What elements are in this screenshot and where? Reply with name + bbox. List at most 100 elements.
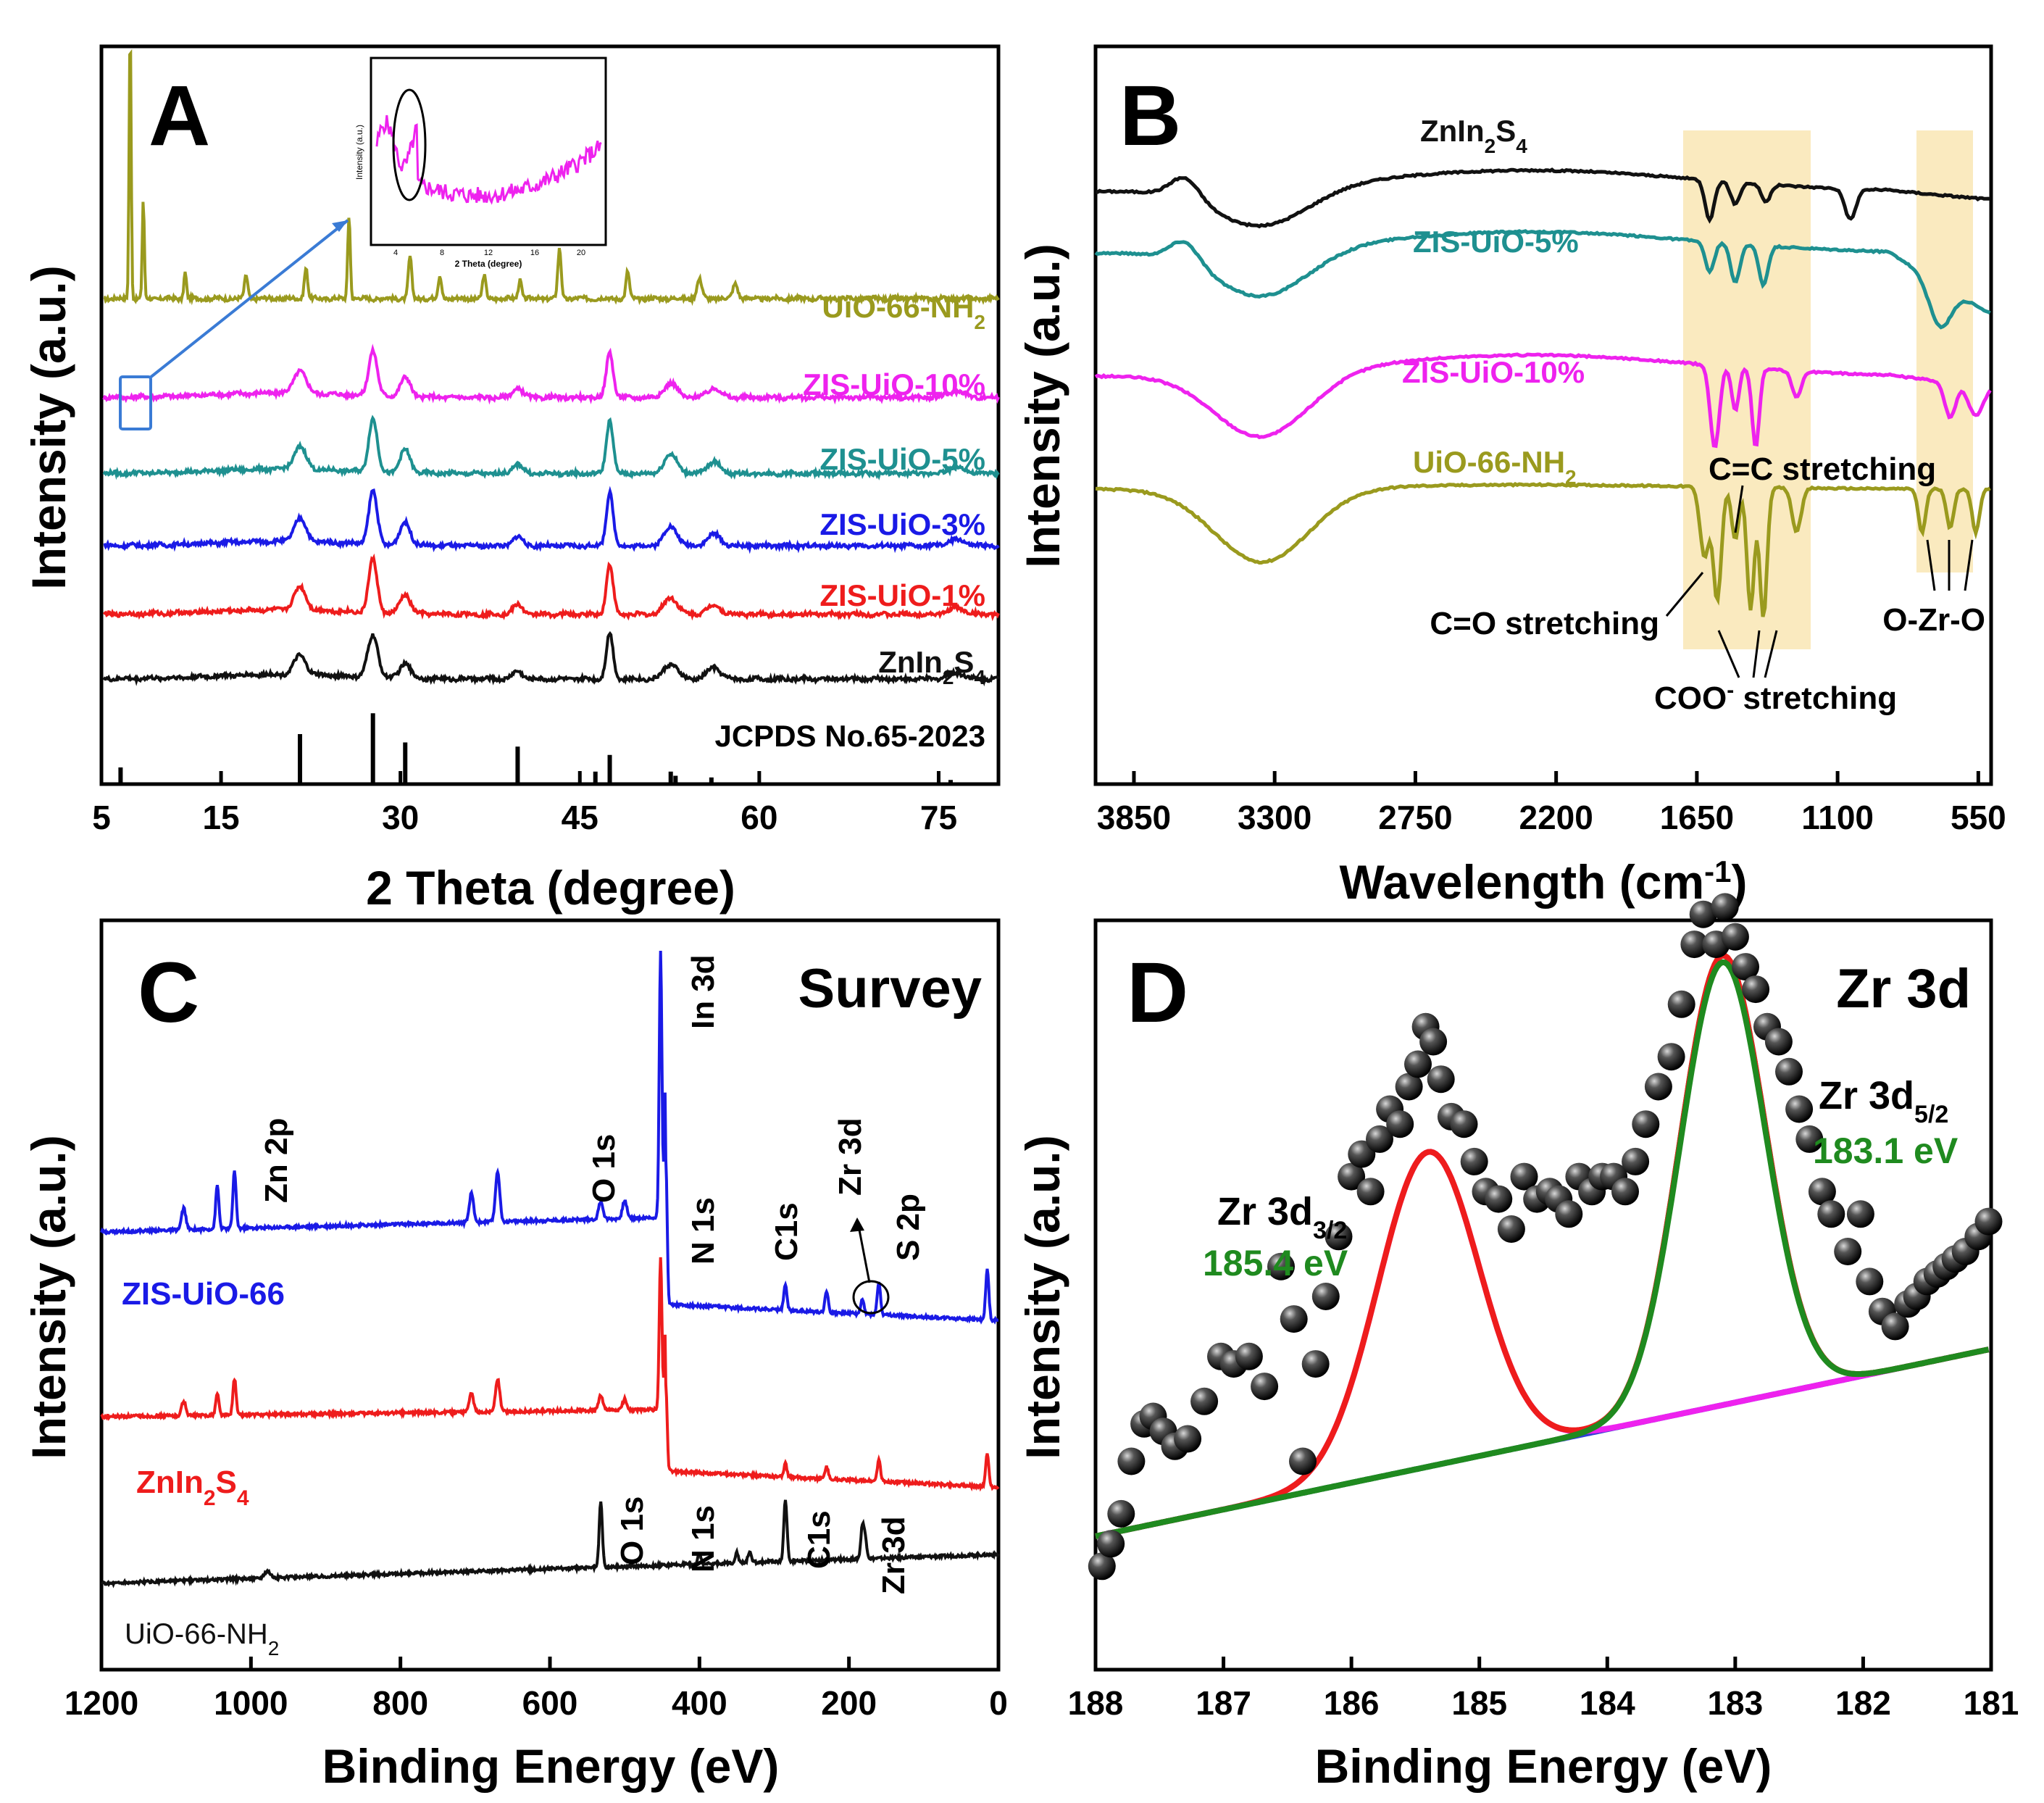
peak-label-s2p: S 2p — [890, 1194, 926, 1261]
annotation-o-zr-o: O-Zr-O — [1882, 602, 1985, 638]
annotation-cc-leader — [1734, 485, 1744, 533]
xps-survey-series-0 — [100, 950, 999, 1325]
xrd-series-1 — [102, 343, 1000, 405]
panel-c-x-label: Binding Energy (eV) — [322, 1739, 780, 1793]
inset-xtick-12: 12 — [484, 249, 493, 257]
panel-d-fit-curves — [1095, 952, 1990, 1539]
panel-a-series-group — [102, 49, 1000, 687]
panel-b-y-label: Intensity (a.u.) — [1016, 243, 1069, 567]
xrd-series-5 — [102, 630, 1000, 687]
peak-value-183-1: 183.1 eV — [1813, 1130, 1959, 1171]
data-point — [1657, 1043, 1685, 1071]
annotation-co-stretching: C=O stretching — [1430, 606, 1659, 641]
annotation-ozro-leader-3 — [1964, 539, 1974, 591]
data-point — [1689, 900, 1717, 928]
panel-a-x-tick-label-15: 15 — [202, 799, 239, 836]
xrd-series-4 — [102, 553, 1000, 622]
panel-b-x-label-end: ) — [1732, 855, 1748, 909]
panel-a-y-label: Intensity (a.u.) — [22, 265, 75, 589]
label-znin2s4-b-p2: S — [1496, 114, 1516, 148]
panel-c-y-label: Intensity (a.u.) — [22, 1135, 75, 1459]
annotation-coo-leader-2 — [1752, 630, 1761, 678]
panel-b-series-group — [1094, 167, 1992, 617]
panel-c-series-group — [100, 950, 1000, 1588]
annotation-co-leader — [1665, 572, 1704, 617]
panel-a: 5 15 30 45 60 75 A Intensity (a.u.) 2 Theta (… — [22, 44, 1001, 915]
label-uio-66-nh2-b: UiO-66-NH2 — [1413, 445, 1577, 488]
panel-d-x-tick-label-185: 185 — [1451, 1684, 1507, 1722]
label-znin2s4-a-p1: ZnIn — [878, 645, 943, 679]
xps-survey-series-1 — [100, 1257, 1000, 1492]
label-znin2s4-b-s2: 4 — [1516, 135, 1527, 157]
data-point — [1450, 1110, 1478, 1138]
panel-d-y-label: Intensity (a.u.) — [1016, 1135, 1069, 1459]
label-uio-66-nh2-a-main: UiO-66-NH — [822, 290, 974, 324]
panel-c-x-tick-label-1200: 1200 — [64, 1684, 138, 1722]
panel-d-x-tick-label-182: 182 — [1835, 1684, 1891, 1722]
zr3d-arrow-head — [850, 1217, 864, 1232]
panel-a-x-label: 2 Theta (degree) — [366, 861, 735, 915]
label-zis-uio-10-b: ZIS-UiO-10% — [1402, 355, 1585, 389]
data-point — [1427, 1065, 1455, 1094]
data-point — [1289, 1447, 1317, 1475]
data-point — [1174, 1425, 1202, 1453]
panel-a-x-tick-label-30: 30 — [382, 799, 419, 836]
data-point — [1386, 1110, 1414, 1138]
peak-label-c1s-top: C1s — [769, 1202, 804, 1261]
data-point — [1817, 1200, 1845, 1228]
data-point — [1301, 1350, 1330, 1378]
inset-highlight-ellipse — [392, 88, 427, 201]
data-point — [1808, 1178, 1836, 1206]
peak-label-o1s-bottom: O 1s — [614, 1496, 650, 1565]
label-zis-uio-3-a: ZIS-UiO-3% — [819, 507, 985, 541]
panel-d-x-tick-label-184: 184 — [1580, 1684, 1635, 1722]
peak-label-zr3d-top: Zr 3d — [833, 1117, 868, 1196]
zr3d-arrow — [857, 1225, 871, 1283]
peak-label-zr3d32-main: Zr 3d — [1217, 1190, 1313, 1233]
data-point — [1356, 1178, 1385, 1206]
data-point — [1611, 1178, 1639, 1206]
peak-value-185-4: 185.4 eV — [1203, 1243, 1348, 1283]
data-point — [1795, 1125, 1824, 1153]
peak-label-c1s-bottom: C1s — [801, 1510, 837, 1569]
label-znin2s4-c-p1: ZnIn — [136, 1465, 204, 1500]
data-point — [1235, 1342, 1263, 1370]
data-point — [1622, 1147, 1650, 1175]
inset-xtick-4: 4 — [393, 249, 398, 257]
label-zis-uio-5-b: ZIS-UiO-5% — [1413, 225, 1579, 259]
data-point — [1632, 1110, 1660, 1138]
label-zis-uio-5-a: ZIS-UiO-5% — [819, 442, 985, 476]
panel-a-letter: A — [149, 68, 210, 164]
panel-a-x-tick-label-45: 45 — [562, 799, 598, 836]
data-point — [1555, 1200, 1583, 1228]
peak-label-zr3d32: Zr 3d3/2 — [1217, 1190, 1347, 1244]
label-znin2s4-b: ZnIn2S4 — [1420, 114, 1527, 157]
panel-a-x-tick-label-75: 75 — [920, 799, 957, 836]
zoom-box — [119, 375, 152, 430]
data-point — [1667, 990, 1695, 1018]
panel-d-x-tick-label-186: 186 — [1324, 1684, 1380, 1722]
data-point — [1834, 1238, 1862, 1265]
xps-survey-series-2 — [100, 1499, 1000, 1588]
panel-a-frame — [99, 44, 1001, 786]
panel-a-x-tick-label-5: 5 — [92, 799, 111, 836]
data-point — [1785, 1095, 1814, 1123]
panel-b-x-label-sup: -1 — [1704, 854, 1731, 888]
label-uio-66-nh2-a-sub: 2 — [974, 311, 985, 333]
panel-c: 1200 1000 800 600 400 200 0 C Survey Intensity… — [22, 918, 1008, 1793]
peak-label-zr3d52-main: Zr 3d — [1819, 1074, 1914, 1117]
xrd-series-0 — [103, 49, 1000, 307]
panel-c-x-tick-label-0: 0 — [989, 1684, 1008, 1722]
label-uio-66-nh2-b-sub: 2 — [1565, 466, 1577, 488]
inset: Intensity (a.u.) 2 Theta (degree) 4 8 12… — [119, 57, 607, 430]
panel-d-letter: D — [1127, 945, 1188, 1041]
fit-zr3d52-overlay — [1095, 959, 1990, 1539]
panel-b-x-tick-label-2750: 2750 — [1378, 799, 1452, 836]
inset-xtick-16: 16 — [530, 249, 539, 257]
peak-label-o1s-top: O 1s — [586, 1134, 622, 1203]
panel-b-x-tick-label-1650: 1650 — [1660, 799, 1734, 836]
data-point — [1764, 1028, 1793, 1056]
panel-b-x-label: Wavelength (cm-1) — [1340, 854, 1748, 909]
annotation-coo-end: stretching — [1734, 680, 1897, 716]
